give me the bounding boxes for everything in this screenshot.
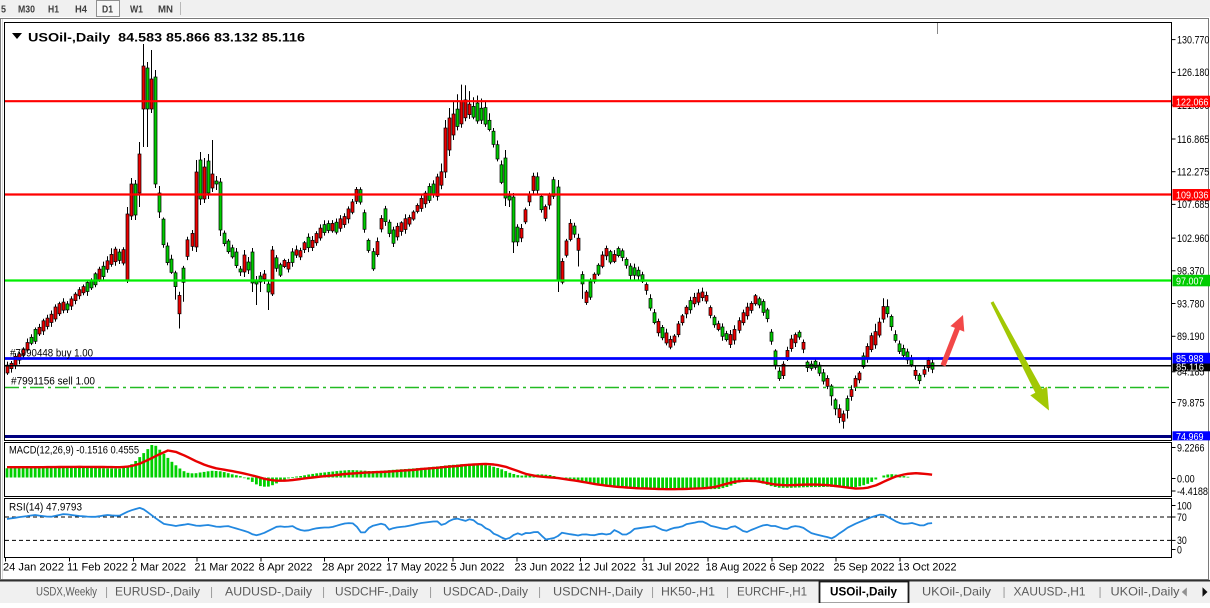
svg-text:0.00: 0.00 (1177, 473, 1195, 485)
svg-text:102.960: 102.960 (1177, 233, 1209, 245)
svg-text:|: | (105, 585, 108, 599)
svg-text:109.036: 109.036 (1176, 190, 1209, 202)
svg-text:100: 100 (1177, 500, 1192, 512)
svg-text:USDX,Weekly: USDX,Weekly (36, 585, 97, 599)
svg-text:17 May 2022: 17 May 2022 (386, 562, 448, 574)
svg-text:#7990448 buy 1.00: #7990448 buy 1.00 (10, 348, 93, 360)
svg-text:MACD(12,26,9) -0.1516 0.4555: MACD(12,26,9) -0.1516 0.4555 (9, 445, 139, 457)
svg-text:|: | (322, 585, 325, 599)
svg-text:-4.4188: -4.4188 (1177, 486, 1208, 498)
svg-text:97.007: 97.007 (1176, 275, 1204, 287)
svg-text:74.969: 74.969 (1176, 431, 1204, 443)
svg-text:116.865: 116.865 (1177, 134, 1209, 146)
svg-text:W1: W1 (130, 4, 143, 16)
svg-text:18 Aug 2022: 18 Aug 2022 (706, 562, 767, 574)
svg-text:31 Jul 2022: 31 Jul 2022 (642, 562, 700, 574)
svg-text:MN: MN (158, 4, 173, 16)
svg-text:XAUUSD-,H1: XAUUSD-,H1 (1014, 585, 1086, 599)
svg-text:21 Mar 2022: 21 Mar 2022 (195, 562, 255, 574)
svg-text:70: 70 (1177, 512, 1187, 524)
svg-text:UKOil-,Daily: UKOil-,Daily (922, 585, 991, 599)
svg-text:89.190: 89.190 (1177, 331, 1205, 343)
svg-text:25 Sep 2022: 25 Sep 2022 (834, 562, 895, 574)
svg-text:#7991156 sell 1.00: #7991156 sell 1.00 (11, 376, 95, 388)
svg-text:UKOil-,Daily: UKOil-,Daily (1111, 585, 1180, 599)
svg-text:H1: H1 (48, 4, 59, 16)
svg-text:6 Sep 2022: 6 Sep 2022 (770, 562, 825, 574)
svg-text:28 Apr 2022: 28 Apr 2022 (322, 562, 382, 574)
svg-text:9.2266: 9.2266 (1177, 442, 1205, 454)
svg-text:0: 0 (1177, 544, 1182, 556)
svg-text:EURCHF-,H1: EURCHF-,H1 (737, 585, 807, 599)
svg-text:USDCAD-,Daily: USDCAD-,Daily (443, 585, 528, 599)
svg-text:79.875: 79.875 (1177, 397, 1205, 409)
svg-text:122.066: 122.066 (1176, 96, 1209, 108)
svg-text:USOil-,Daily 84.583 85.866 83: USOil-,Daily 84.583 85.866 83.132 85.116 (28, 31, 305, 45)
svg-text:USDCNH-,Daily: USDCNH-,Daily (553, 585, 643, 599)
svg-text:EURUSD-,Daily: EURUSD-,Daily (115, 585, 200, 599)
svg-text:|: | (210, 585, 213, 599)
svg-text:|: | (726, 585, 729, 599)
svg-text:USDCHF-,Daily: USDCHF-,Daily (335, 585, 418, 599)
svg-text:|: | (538, 585, 541, 599)
svg-text:24 Jan 2022: 24 Jan 2022 (3, 562, 64, 574)
svg-text:85.116: 85.116 (1176, 363, 1204, 374)
svg-text:H4: H4 (75, 4, 87, 16)
svg-text:M30: M30 (18, 4, 35, 16)
svg-text:93.780: 93.780 (1177, 298, 1205, 310)
svg-text:23 Jun 2022: 23 Jun 2022 (515, 562, 575, 574)
svg-text:8 Apr 2022: 8 Apr 2022 (259, 562, 313, 574)
svg-text:130.770: 130.770 (1177, 34, 1209, 46)
svg-text:2 Mar 2022: 2 Mar 2022 (131, 562, 186, 574)
svg-text:126.180: 126.180 (1177, 67, 1209, 79)
svg-text:12 Jul 2022: 12 Jul 2022 (578, 562, 636, 574)
svg-text:RSI(14) 47.9793: RSI(14) 47.9793 (9, 502, 82, 514)
svg-text:112.275: 112.275 (1177, 167, 1209, 179)
svg-text:5: 5 (1, 4, 6, 16)
svg-text:|: | (1099, 585, 1102, 599)
svg-text:|: | (429, 585, 432, 599)
svg-text:D1: D1 (102, 4, 113, 16)
svg-text:5 Jun 2022: 5 Jun 2022 (451, 562, 505, 574)
svg-text:HK50-,H1: HK50-,H1 (661, 585, 715, 599)
svg-text:11 Feb 2022: 11 Feb 2022 (67, 562, 128, 574)
svg-text:|: | (1003, 585, 1006, 599)
svg-text:|: | (651, 585, 654, 599)
svg-text:USOil-,Daily: USOil-,Daily (830, 585, 897, 599)
svg-text:AUDUSD-,Daily: AUDUSD-,Daily (225, 585, 312, 599)
svg-text:13 Oct 2022: 13 Oct 2022 (898, 562, 957, 574)
